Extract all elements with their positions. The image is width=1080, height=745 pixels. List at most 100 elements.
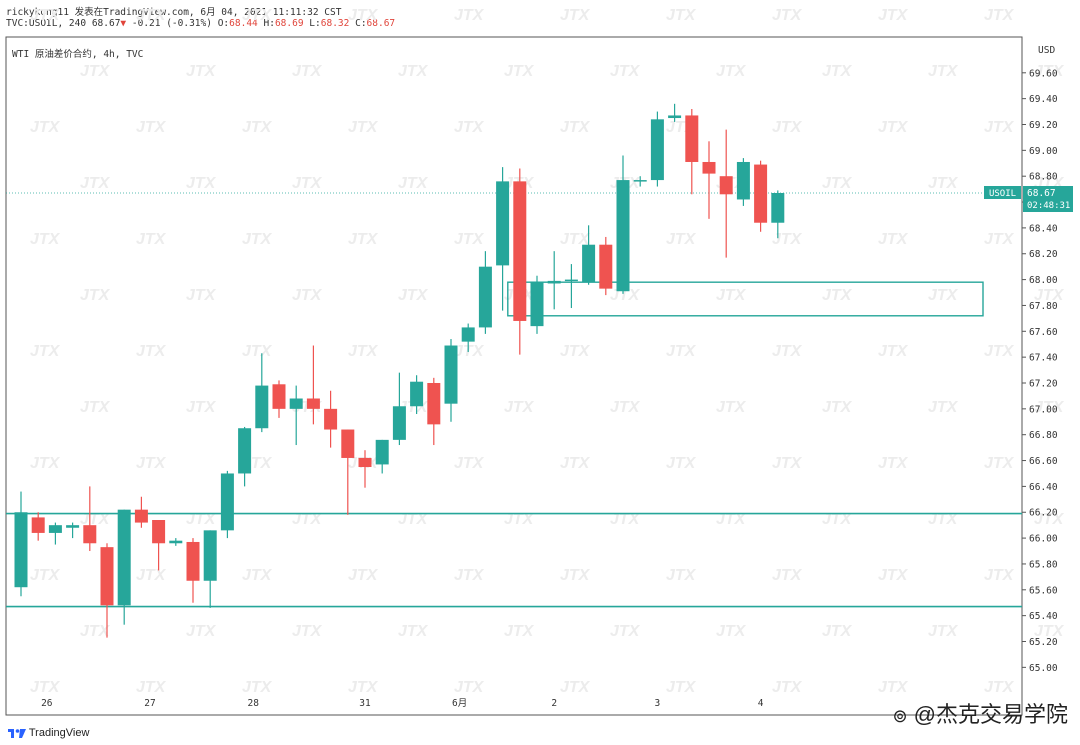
watermark-mark: JTX (30, 679, 61, 696)
watermark-mark: JTX (242, 343, 273, 360)
watermark-mark: JTX (80, 287, 111, 304)
watermark-mark: JTX (1034, 511, 1065, 528)
watermark-mark: JTX (348, 119, 379, 136)
watermark-mark: JTX (928, 623, 959, 640)
watermark-mark: JTX (348, 567, 379, 584)
down-arrow-icon: ▼ (120, 18, 127, 29)
time-axis: 26 27 28 31 6月 2 3 4 (41, 698, 764, 709)
candle (547, 251, 561, 310)
x-tick-label: 26 (41, 698, 53, 709)
candle (186, 538, 200, 603)
candle (152, 520, 166, 571)
watermark-mark: JTX (80, 511, 111, 528)
watermark-mark: JTX (716, 511, 747, 528)
watermark-mark: JTX (454, 567, 485, 584)
candle-body (220, 473, 234, 531)
candle-body (633, 180, 647, 182)
candle-body (410, 381, 424, 407)
watermark-mark: JTX (242, 679, 273, 696)
candle (31, 512, 45, 541)
watermark-mark: JTX (292, 511, 323, 528)
candle (289, 385, 303, 446)
watermark-mark: JTX (878, 119, 909, 136)
watermark-mark: JTX (878, 679, 909, 696)
watermark-mark: JTX (772, 231, 803, 248)
candle (444, 339, 458, 422)
watermark-mark: JTX (454, 343, 485, 360)
candle-body (14, 512, 28, 588)
candle (358, 450, 372, 488)
watermark-mark: JTX (772, 119, 803, 136)
y-tick-label: 67.80 (1029, 301, 1058, 312)
candle-body (685, 115, 699, 162)
watermark-mark: JTX (242, 119, 273, 136)
watermark-mark: JTX (984, 7, 1015, 24)
zone-box (507, 281, 984, 317)
watermark-mark: JTX (772, 7, 803, 24)
watermark-mark: JTX (30, 7, 61, 24)
symbol-tag-label: USOIL (989, 189, 1016, 199)
watermark-mark: JTX (822, 623, 853, 640)
watermark-mark: JTX (928, 511, 959, 528)
candle-body (289, 398, 303, 409)
x-tick-label: 31 (359, 698, 371, 709)
candle (392, 372, 406, 446)
tradingview-brand[interactable]: TradingView (8, 727, 89, 739)
symbol-tag (984, 186, 1021, 199)
watermark-mark: JTX (348, 343, 379, 360)
x-tick-label: 4 (758, 698, 764, 709)
y-tick-label: 66.40 (1029, 482, 1058, 493)
candle-body (255, 385, 269, 429)
watermark-mark: JTX (716, 287, 747, 304)
watermark-mark: JTX (666, 7, 697, 24)
candle-body (117, 509, 131, 606)
watermark-mark: JTX (348, 7, 379, 24)
candle (134, 496, 148, 528)
open-value: 68.44 (229, 18, 258, 29)
watermark-mark: JTX (666, 455, 697, 472)
candle-body (771, 193, 785, 223)
watermark-mark: JTX (80, 175, 111, 192)
price-tag-value: 68.67 (1027, 188, 1056, 199)
candle-body (392, 406, 406, 440)
candle (203, 530, 217, 608)
candle (427, 377, 441, 446)
price-tag (1023, 186, 1073, 212)
candle (48, 522, 62, 545)
candle (14, 491, 28, 597)
last-price: 68.67 (91, 18, 121, 29)
tradingview-label: TradingView (28, 726, 90, 739)
watermark-mark: JTX (984, 343, 1015, 360)
price-tag-layer: USOIL 68.67 02:48:31 (984, 186, 1073, 212)
candle-body (444, 345, 458, 404)
candle (169, 538, 183, 546)
watermark-mark: JTX (772, 343, 803, 360)
candle (685, 108, 699, 195)
watermark-mark: JTX (560, 567, 591, 584)
y-tick-label: 68.20 (1029, 249, 1058, 260)
y-tick-label: 69.60 (1029, 68, 1058, 79)
low-value: 68.32 (320, 18, 350, 29)
y-tick-label: 68.40 (1029, 223, 1058, 234)
candle-body (48, 525, 62, 533)
watermark-mark: JTX (454, 455, 485, 472)
y-tick-label: 67.60 (1029, 327, 1058, 338)
watermark-mark: JTX (666, 567, 697, 584)
y-tick-label: 67.20 (1029, 378, 1058, 389)
watermark-mark: JTX (30, 119, 61, 136)
watermark-mark: JTX (772, 455, 803, 472)
watermark-mark: JTX (136, 7, 167, 24)
candle-body (341, 429, 355, 458)
brand-watermark-label: @杰克交易学院 (913, 702, 1068, 727)
candle (83, 486, 97, 552)
candle (668, 103, 682, 122)
publish-info: rickykong11 发表在TradingView.com, 6月 04, 2… (6, 7, 342, 18)
change-value: -0.21 (-0.31%) (131, 18, 212, 29)
watermark-mark: JTX (292, 287, 323, 304)
watermark-mark: JTX (30, 567, 61, 584)
watermark-mark: JTX (772, 567, 803, 584)
candle-body (272, 384, 286, 409)
candle (513, 168, 527, 355)
candle-body (461, 327, 475, 342)
